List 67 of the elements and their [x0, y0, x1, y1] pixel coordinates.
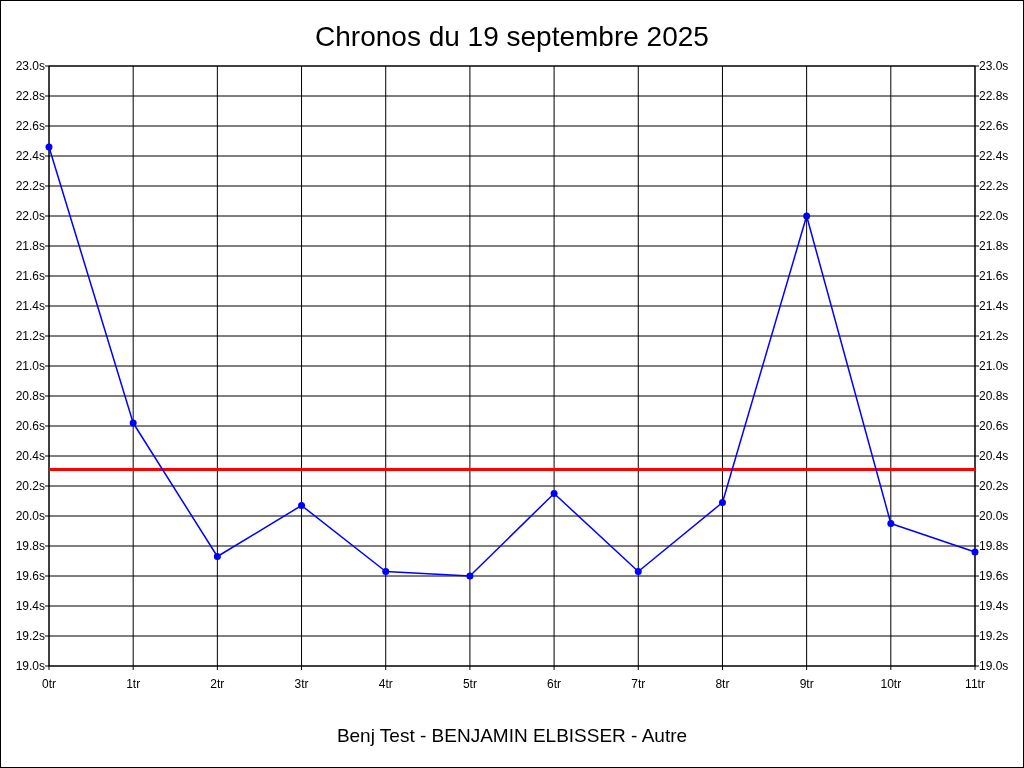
y2-tick-label: 20.0s — [979, 509, 1009, 524]
y-tick-label: 20.8s — [15, 389, 45, 404]
y-tick-label: 22.0s — [15, 209, 45, 224]
point — [550, 490, 558, 497]
y-tick-label: 20.0s — [15, 509, 45, 524]
y2-tick-label: 22.2s — [979, 179, 1009, 194]
x-tick-label: 5tr — [462, 677, 477, 691]
y-tick-label: 19.6s — [15, 569, 45, 584]
y2-tick-label: 21.8s — [979, 239, 1009, 254]
y-tick-label: 19.4s — [15, 599, 45, 614]
point — [45, 143, 53, 151]
y-tick-label: 21.6s — [15, 269, 45, 284]
y-tick-label: 21.0s — [15, 359, 45, 374]
y2-tick-label: 21.6s — [979, 269, 1009, 284]
point — [803, 212, 811, 220]
y2-tick-label: 19.0s — [979, 659, 1009, 674]
y2-tick-label: 21.2s — [979, 329, 1009, 344]
x-tick-label: 2tr — [210, 677, 225, 691]
y2-tick-label: 21.0s — [979, 359, 1009, 374]
x-tick-label: 9tr — [799, 677, 814, 691]
point — [466, 572, 474, 580]
y-tick-label: 22.4s — [15, 149, 45, 164]
y2-tick-label: 22.4s — [979, 149, 1009, 164]
x-tick-label: 7tr — [631, 677, 646, 691]
y2-tick-label: 19.6s — [979, 569, 1009, 584]
point — [298, 502, 306, 509]
point — [382, 568, 390, 575]
x-tick-label: 11tr — [965, 677, 985, 691]
y2-tick-label: 22.6s — [979, 119, 1009, 134]
x-tick-label: 10tr — [880, 677, 902, 691]
point — [887, 520, 895, 527]
y2-tick-label: 22.8s — [979, 89, 1009, 104]
x-tick-label: 0tr — [41, 677, 57, 691]
x-tick-label: 6tr — [547, 677, 562, 691]
y2-tick-label: 23.0s — [979, 59, 1009, 74]
x-tick-label: 4tr — [378, 677, 393, 691]
x-axis-title: Benj Test - BENJAMIN ELBISSER - Autre — [336, 725, 688, 746]
y-tick-label: 20.6s — [15, 419, 45, 434]
y2-tick-label: 19.2s — [979, 629, 1009, 644]
x-tick-label: 3tr — [294, 677, 309, 691]
y-tick-label: 23.0s — [15, 59, 45, 74]
y-tick-label: 22.6s — [15, 119, 45, 134]
y2-tick-label: 20.4s — [979, 449, 1009, 464]
point — [634, 568, 642, 575]
y2-tick-label: 21.4s — [979, 299, 1009, 314]
y2-tick-label: 22.0s — [979, 209, 1009, 224]
point — [129, 419, 137, 427]
y2-tick-label: 19.8s — [979, 539, 1009, 554]
y2-tick-label: 20.8s — [979, 389, 1009, 404]
y-tick-label: 19.8s — [15, 539, 45, 554]
y-tick-label: 21.8s — [15, 239, 45, 254]
chart-title: Chronos du 19 septembre 2025 — [315, 21, 709, 52]
y-tick-label: 20.2s — [15, 479, 45, 494]
y2-tick-label: 20.2s — [979, 479, 1009, 494]
y-tick-label: 19.0s — [15, 659, 45, 674]
y-tick-label: 19.2s — [15, 629, 45, 644]
y-tick-label: 21.2s — [15, 329, 45, 344]
y-tick-label: 22.8s — [15, 89, 45, 104]
y-tick-label: 21.4s — [15, 299, 45, 314]
x-tick-label: 1tr — [126, 677, 141, 691]
x-tick-label: 8tr — [715, 677, 730, 691]
point — [718, 499, 726, 506]
point — [213, 553, 221, 560]
y-tick-label: 22.2s — [15, 179, 45, 194]
y-tick-label: 20.4s — [15, 449, 45, 464]
y2-tick-label: 20.6s — [979, 419, 1009, 434]
y2-tick-label: 19.4s — [979, 599, 1009, 614]
